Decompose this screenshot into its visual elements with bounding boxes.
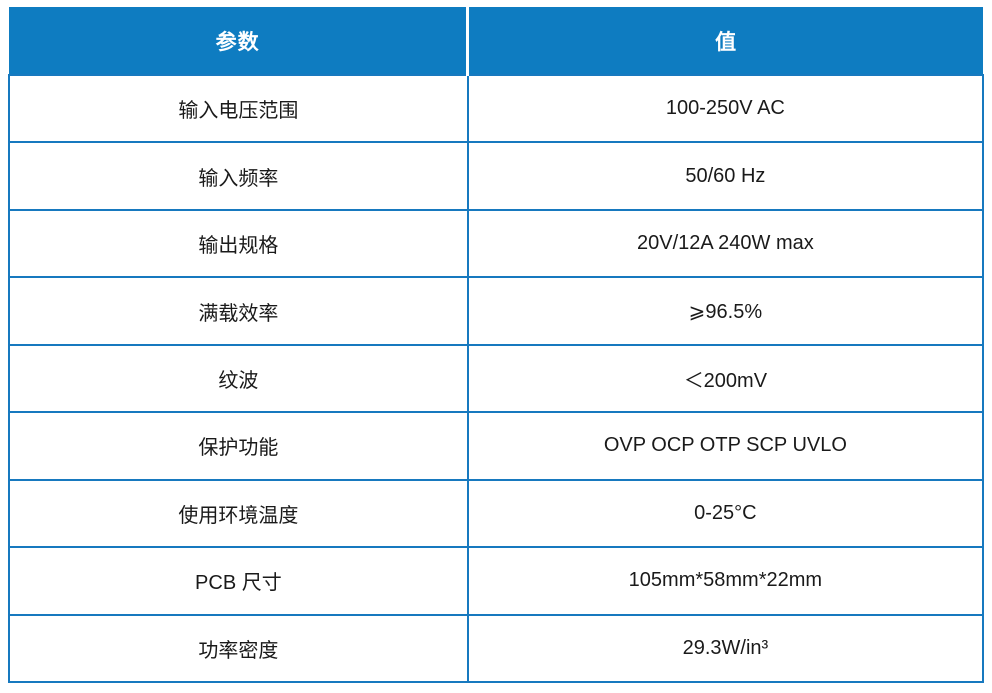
value-cell: 29.3W/in³ <box>466 613 985 683</box>
table-row: 纹波 ＜200mV <box>8 343 985 414</box>
value-cell: 20V/12A 240W max <box>466 208 985 279</box>
value-cell: 0-25°C <box>466 478 985 549</box>
parameter-cell: 输入电压范围 <box>8 73 469 144</box>
spec-table: 参数 值 输入电压范围 100-250V AC 输入频率 50/60 Hz 输出… <box>8 7 985 683</box>
value-cell: ⩾96.5% <box>466 276 985 346</box>
parameter-cell: 保护功能 <box>8 411 469 481</box>
table-row: 保护功能 OVP OCP OTP SCP UVLO <box>8 411 985 481</box>
column-header-parameter: 参数 <box>9 7 468 75</box>
parameter-cell: PCB 尺寸 <box>8 546 469 616</box>
header-row: 参数 值 <box>9 7 983 75</box>
parameter-cell: 满载效率 <box>8 276 469 346</box>
value-cell: 100-250V AC <box>466 73 985 144</box>
parameter-cell: 纹波 <box>8 343 469 414</box>
value-cell: 105mm*58mm*22mm <box>466 546 985 616</box>
table-row: 输入频率 50/60 Hz <box>8 141 985 211</box>
column-header-value: 值 <box>466 7 983 75</box>
value-cell: ＜200mV <box>466 343 985 414</box>
table-row: PCB 尺寸 105mm*58mm*22mm <box>8 546 985 616</box>
parameter-cell: 输出规格 <box>8 208 469 279</box>
table-row: 功率密度 29.3W/in³ <box>8 613 985 683</box>
table-row: 满载效率 ⩾96.5% <box>8 276 985 346</box>
parameter-cell: 使用环境温度 <box>8 478 469 549</box>
table-row: 输出规格 20V/12A 240W max <box>8 208 985 279</box>
parameter-cell: 输入频率 <box>8 141 469 211</box>
value-cell: 50/60 Hz <box>466 141 985 211</box>
table-row: 使用环境温度 0-25°C <box>8 478 985 549</box>
value-cell: OVP OCP OTP SCP UVLO <box>466 411 985 481</box>
parameter-cell: 功率密度 <box>8 613 469 683</box>
table-body: 输入电压范围 100-250V AC 输入频率 50/60 Hz 输出规格 20… <box>8 73 985 683</box>
table-row: 输入电压范围 100-250V AC <box>8 73 985 144</box>
